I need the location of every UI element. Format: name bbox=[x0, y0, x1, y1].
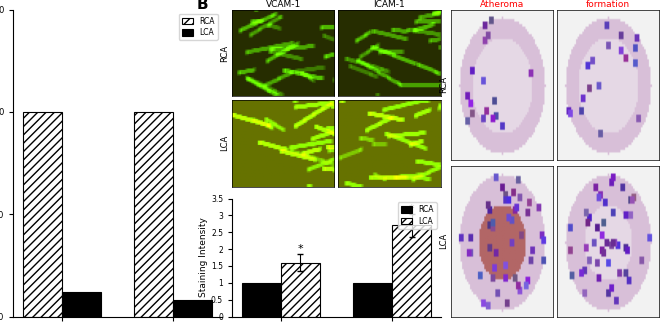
Title: ICAM-1: ICAM-1 bbox=[374, 0, 406, 9]
Legend: RCA, LCA: RCA, LCA bbox=[398, 202, 437, 229]
Text: B: B bbox=[196, 0, 208, 12]
Bar bbox=[23, 112, 62, 317]
Bar bbox=[173, 300, 212, 317]
Y-axis label: Staining Intensity: Staining Intensity bbox=[199, 218, 208, 297]
Text: *: * bbox=[409, 204, 414, 214]
Title: formation: formation bbox=[586, 0, 630, 9]
Title: Atheroma: Atheroma bbox=[480, 0, 524, 9]
Title: VCAM-1: VCAM-1 bbox=[266, 0, 301, 9]
Bar bbox=[135, 112, 173, 317]
Y-axis label: RCA: RCA bbox=[220, 45, 229, 62]
Bar bbox=[242, 283, 280, 317]
Text: *: * bbox=[297, 245, 303, 255]
Bar bbox=[62, 292, 101, 317]
Y-axis label: LCA: LCA bbox=[220, 135, 229, 151]
Y-axis label: RCA: RCA bbox=[439, 76, 448, 93]
Legend: RCA, LCA: RCA, LCA bbox=[178, 14, 218, 40]
Y-axis label: LCA: LCA bbox=[439, 233, 448, 249]
Bar bbox=[280, 263, 320, 317]
Bar bbox=[353, 283, 392, 317]
Bar bbox=[392, 225, 431, 317]
